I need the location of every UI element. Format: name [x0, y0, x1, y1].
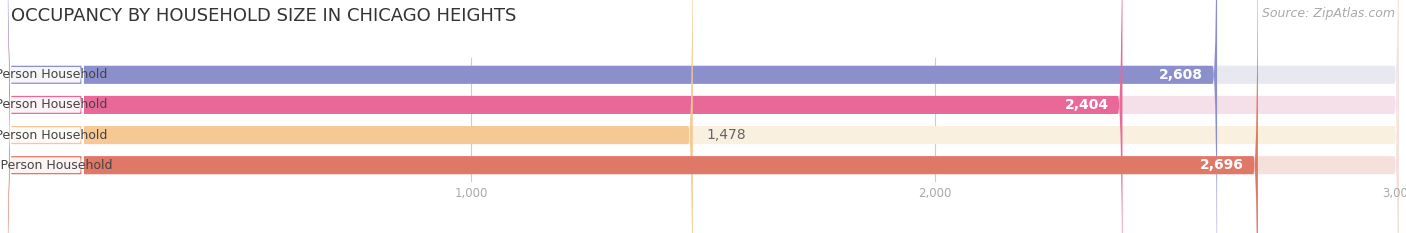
Text: Source: ZipAtlas.com: Source: ZipAtlas.com — [1261, 7, 1395, 20]
Text: OCCUPANCY BY HOUSEHOLD SIZE IN CHICAGO HEIGHTS: OCCUPANCY BY HOUSEHOLD SIZE IN CHICAGO H… — [11, 7, 516, 25]
FancyBboxPatch shape — [7, 0, 693, 233]
Text: 2-Person Household: 2-Person Household — [0, 98, 107, 111]
FancyBboxPatch shape — [7, 0, 1399, 233]
FancyBboxPatch shape — [7, 0, 83, 233]
FancyBboxPatch shape — [7, 0, 83, 233]
Text: 2,404: 2,404 — [1064, 98, 1108, 112]
FancyBboxPatch shape — [7, 0, 1399, 233]
FancyBboxPatch shape — [7, 0, 83, 233]
Text: 2,608: 2,608 — [1159, 68, 1204, 82]
FancyBboxPatch shape — [7, 0, 1399, 233]
FancyBboxPatch shape — [7, 0, 1399, 233]
FancyBboxPatch shape — [7, 0, 83, 233]
Text: 4+ Person Household: 4+ Person Household — [0, 159, 112, 172]
FancyBboxPatch shape — [7, 0, 1218, 233]
Text: 1,478: 1,478 — [707, 128, 747, 142]
FancyBboxPatch shape — [7, 0, 1258, 233]
FancyBboxPatch shape — [7, 0, 1122, 233]
Text: 1-Person Household: 1-Person Household — [0, 68, 107, 81]
Text: 3-Person Household: 3-Person Household — [0, 129, 107, 142]
Text: 2,696: 2,696 — [1201, 158, 1244, 172]
